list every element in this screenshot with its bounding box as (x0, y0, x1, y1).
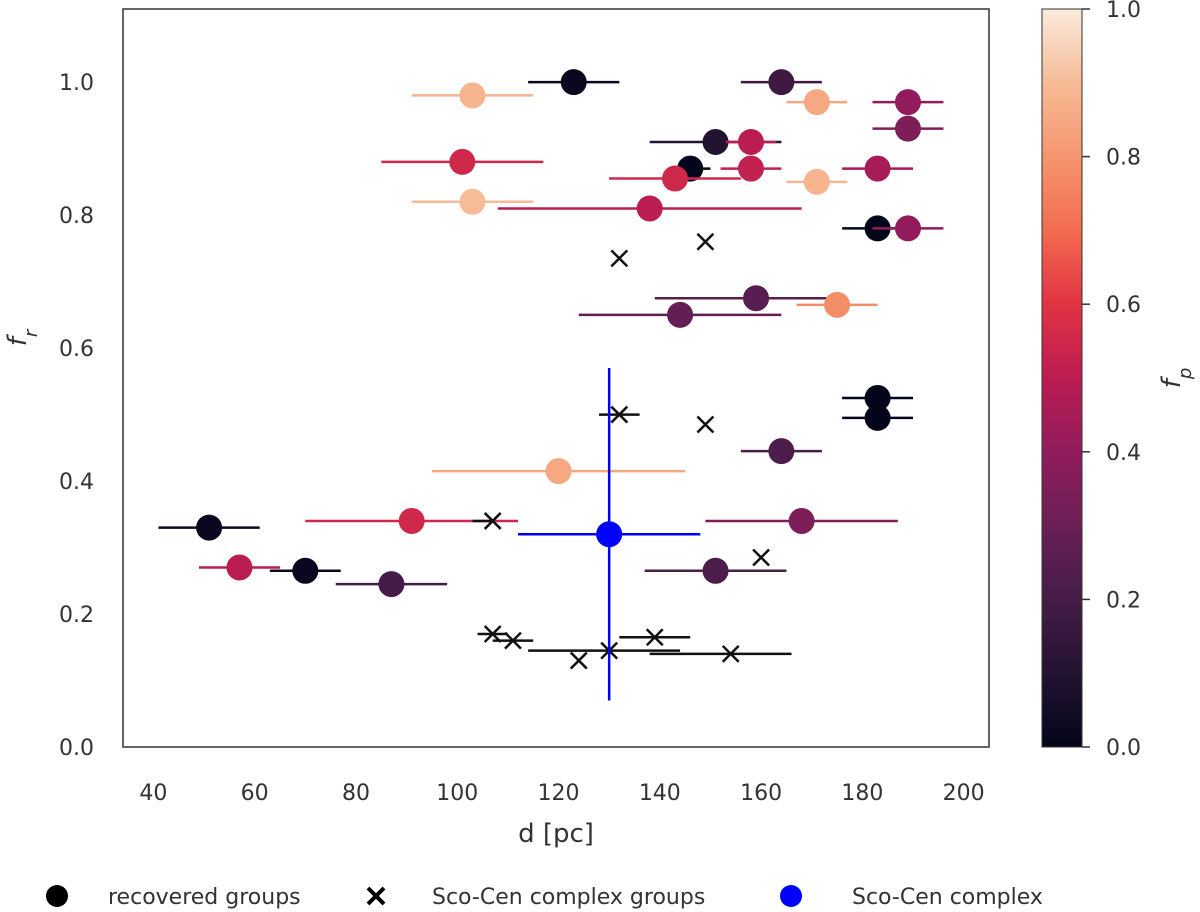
data-point-x (569, 651, 588, 670)
data-point (398, 507, 425, 534)
legend-label: Sco-Cen complex groups (432, 885, 705, 910)
data-point-x (721, 645, 740, 663)
x-stroke (569, 651, 588, 670)
data-point (803, 89, 830, 116)
colorbar-ticks: 0.0 0.2 0.4 0.6 0.8 1.0 (1082, 0, 1141, 761)
data-point (196, 514, 223, 541)
data-point-x (483, 625, 502, 643)
y-tick-label: 0.2 (59, 603, 94, 628)
data-point (449, 148, 476, 175)
y-axis-ticks: 0.0 0.2 0.4 0.6 0.8 1.0 (59, 71, 94, 761)
legend-label: Sco-Cen complex (852, 885, 1043, 910)
plot-frame (122, 8, 990, 748)
x-tick-label: 40 (139, 781, 167, 806)
y-tick-label: 0.6 (59, 337, 94, 362)
colorbar-label: fp (1157, 368, 1196, 389)
x-tick-label: 200 (943, 781, 985, 806)
legend: recovered groups Sco-Cen complex groups Sc… (46, 885, 1043, 910)
x-stroke (610, 249, 629, 268)
x-tick-label: 100 (436, 781, 478, 806)
data-point (737, 155, 764, 182)
x-tick-label: 140 (639, 781, 681, 806)
x-stroke (366, 886, 386, 906)
data-point-x (610, 249, 629, 268)
legend-marker (780, 885, 802, 907)
data-point (864, 404, 891, 431)
data-point-x (483, 512, 502, 530)
colorbar (1041, 8, 1083, 748)
legend-marker (46, 885, 68, 907)
data-point (459, 188, 486, 215)
y-tick-label: 0.4 (59, 470, 94, 495)
x-tick-label: 180 (841, 781, 883, 806)
data-point-x (504, 631, 522, 650)
x-tick-label: 80 (342, 781, 370, 806)
colorbar-tick-label: 0.6 (1106, 293, 1141, 318)
x-stroke (645, 628, 664, 647)
x-stroke (504, 631, 522, 650)
data-marks (158, 69, 944, 701)
colorbar-tick-label: 0.4 (1106, 441, 1141, 466)
x-tick-label: 60 (241, 781, 269, 806)
data-point-x (645, 628, 664, 647)
data-point (378, 571, 405, 598)
x-stroke (721, 645, 740, 663)
colorbar-tick-label: 0.8 (1106, 146, 1141, 171)
data-point (292, 557, 319, 584)
data-point (226, 554, 253, 581)
data-point (864, 155, 891, 182)
data-point (768, 69, 795, 96)
x-stroke (483, 625, 502, 643)
y-tick-label: 0.0 (59, 736, 94, 761)
x-stroke (483, 512, 502, 530)
data-point (894, 89, 921, 116)
data-point (702, 557, 729, 584)
y-tick-label: 0.8 (59, 204, 94, 229)
y-axis-label: fr (3, 328, 42, 346)
x-tick-label: 160 (740, 781, 782, 806)
data-point (596, 521, 623, 548)
x-stroke (696, 415, 715, 434)
colorbar-tick-label: 1.0 (1106, 0, 1141, 23)
data-point (788, 507, 815, 534)
x-tick-label: 120 (538, 781, 580, 806)
data-point (636, 195, 663, 222)
data-point (737, 128, 764, 155)
data-point (459, 82, 486, 109)
data-point (667, 301, 694, 328)
data-point (560, 69, 587, 96)
data-point (662, 165, 689, 192)
x-stroke (752, 548, 770, 567)
legend-label: recovered groups (108, 885, 301, 910)
data-point (894, 115, 921, 142)
legend-marker-x (366, 886, 386, 906)
data-point (803, 168, 830, 195)
data-point (768, 438, 795, 465)
x-stroke (696, 232, 715, 251)
data-point (824, 291, 851, 318)
data-point-x (610, 405, 629, 424)
data-point-x (696, 415, 715, 434)
colorbar-tick-label: 0.2 (1106, 588, 1141, 613)
colorbar-tick-label: 0.0 (1106, 736, 1141, 761)
data-point (894, 215, 921, 242)
x-axis-ticks: 40 60 80 100 120 140 160 180 200 (139, 781, 984, 806)
data-point-x (696, 232, 715, 251)
x-axis-label: d [pc] (518, 819, 594, 849)
data-point (702, 128, 729, 155)
data-point (545, 458, 572, 485)
data-point (864, 384, 891, 411)
data-point (743, 285, 770, 312)
y-tick-label: 1.0 (59, 71, 94, 96)
data-point-x (752, 548, 770, 567)
x-stroke (610, 405, 629, 424)
